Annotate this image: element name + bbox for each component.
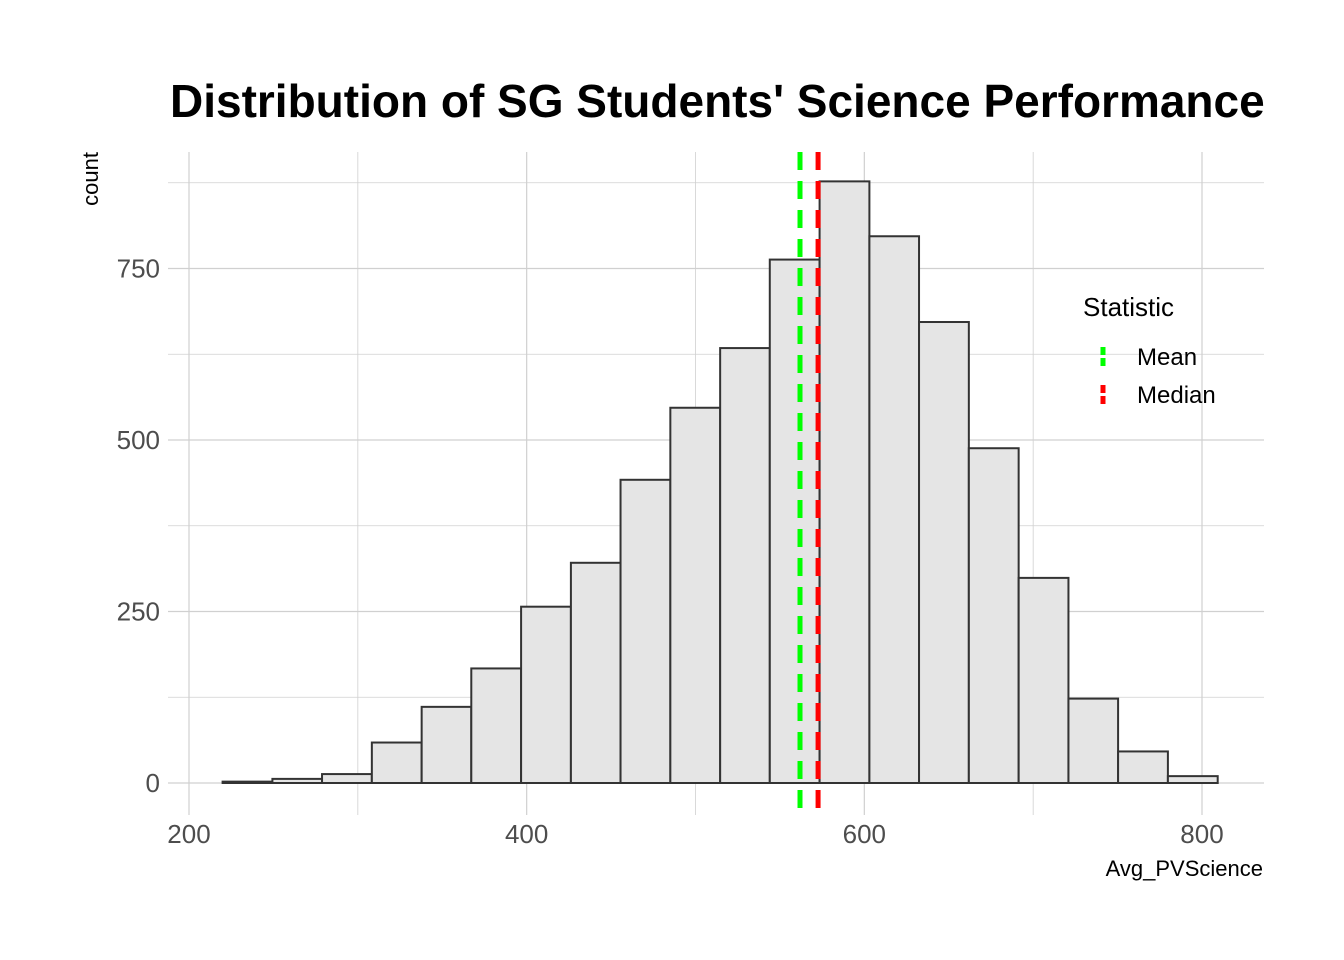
histogram-bar bbox=[1067, 697, 1120, 785]
histogram-bar bbox=[768, 258, 821, 785]
histogram-bar bbox=[321, 773, 373, 784]
y-tick-label: 500 bbox=[117, 425, 160, 455]
histogram-bar bbox=[918, 321, 970, 784]
histogram-bars bbox=[221, 180, 1219, 785]
histogram-bar bbox=[967, 447, 1020, 784]
reference-lines bbox=[797, 152, 821, 815]
legend-label-median: Median bbox=[1137, 382, 1216, 409]
histogram-bar bbox=[1017, 576, 1070, 784]
histogram-bar bbox=[420, 705, 473, 784]
chart-title: Distribution of SG Students' Science Per… bbox=[170, 75, 1265, 127]
y-axis-ticks: 0 250 500 750 bbox=[117, 254, 160, 799]
histogram-bar bbox=[1117, 750, 1169, 784]
legend-title: Statistic bbox=[1083, 292, 1174, 322]
legend: Statistic Mean Median bbox=[1083, 292, 1216, 409]
histogram-bar bbox=[669, 406, 722, 784]
legend-items: Mean Median bbox=[1100, 344, 1216, 409]
y-tick-label: 0 bbox=[146, 768, 160, 798]
histogram-bar bbox=[619, 478, 672, 784]
x-tick-label: 200 bbox=[167, 819, 210, 849]
x-axis-label: Avg_PVScience bbox=[1106, 856, 1263, 881]
y-tick-label: 250 bbox=[117, 597, 160, 627]
histogram-bar bbox=[1166, 775, 1219, 785]
x-tick-label: 800 bbox=[1180, 819, 1223, 849]
histogram-bar bbox=[569, 561, 622, 784]
histogram-bar bbox=[868, 235, 921, 784]
x-axis-ticks: 200 400 600 800 bbox=[167, 819, 1223, 849]
y-axis-label: count bbox=[78, 152, 103, 206]
histogram-bar bbox=[520, 605, 572, 784]
x-tick-label: 600 bbox=[843, 819, 886, 849]
histogram-bar bbox=[370, 741, 423, 784]
histogram-bar bbox=[719, 347, 771, 784]
histogram-bar bbox=[470, 667, 523, 784]
histogram-bar bbox=[818, 180, 871, 785]
x-tick-label: 400 bbox=[505, 819, 548, 849]
legend-label-mean: Mean bbox=[1137, 344, 1197, 371]
y-tick-label: 750 bbox=[117, 254, 160, 284]
